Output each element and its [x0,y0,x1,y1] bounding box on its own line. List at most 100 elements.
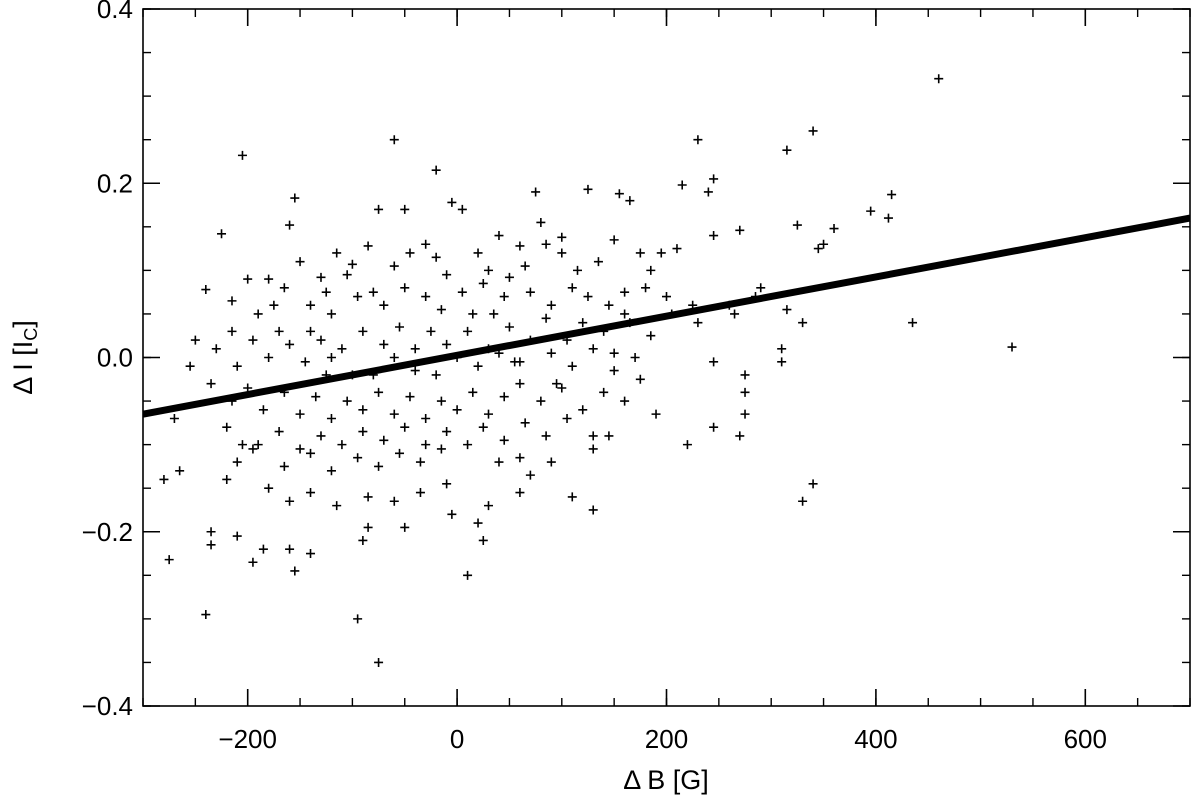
data-point [222,422,232,432]
data-point [211,344,221,354]
data-point [541,239,551,249]
data-point [415,488,425,498]
data-point [332,248,342,258]
data-point [442,427,452,437]
data-point [709,422,719,432]
data-point [374,204,384,214]
data-point [353,292,363,302]
data-point [374,657,384,667]
data-point [342,396,352,406]
data-point [389,409,399,419]
data-point [635,374,645,384]
data-point [222,474,232,484]
data-point [306,549,316,559]
data-point [777,357,787,367]
y-tick-label: 0.0 [97,343,133,373]
data-point [358,427,368,437]
data-point [201,285,211,295]
data-point [264,483,274,493]
data-point [546,457,556,467]
y-tick-label: −0.4 [82,691,133,721]
data-point [353,614,363,624]
data-point [499,435,509,445]
data-point [264,274,274,284]
data-point [400,204,410,214]
data-point [672,244,682,254]
data-point [515,379,525,389]
data-point [368,287,378,297]
x-tick-label: 0 [450,724,464,754]
data-point [175,466,185,476]
data-point [306,326,316,336]
data-point [525,470,535,480]
y-tick-label: 0.2 [97,168,133,198]
data-point [557,383,567,393]
data-point [232,531,242,541]
data-point [525,287,535,297]
data-point [604,431,614,441]
data-point [421,292,431,302]
data-point [484,409,494,419]
data-point [782,145,792,155]
data-point [709,174,719,184]
data-point [358,405,368,415]
data-point [285,220,295,230]
data-point [782,305,792,315]
data-point [484,265,494,275]
data-point [248,444,258,454]
data-point [316,431,326,441]
data-point [908,318,918,328]
data-point [389,135,399,145]
data-point [332,501,342,511]
data-point [829,224,839,234]
data-point [463,440,473,450]
data-point [588,505,598,515]
data-point [295,444,305,454]
y-axis-label: Δ I [IC] [8,320,41,395]
data-point [316,272,326,282]
data-point [599,387,609,397]
data-point [541,313,551,323]
data-point [206,379,216,389]
data-point [206,540,216,550]
data-point [798,496,808,506]
data-point [164,555,174,565]
data-point [620,309,630,319]
data-point [326,466,336,476]
data-point [709,231,719,241]
data-point [735,431,745,441]
data-point [410,366,420,376]
data-point [625,196,635,206]
data-point [306,448,316,458]
data-point [358,535,368,545]
data-point [379,435,389,445]
data-point [693,135,703,145]
data-point [400,283,410,293]
data-point [510,357,520,367]
data-point [468,387,478,397]
data-point [504,322,514,332]
data-point [436,305,446,315]
data-points [159,74,1017,667]
data-point [258,544,268,554]
data-point [735,225,745,235]
data-point [306,300,316,310]
data-point [499,292,509,302]
data-point [520,261,530,271]
trend-line [142,214,1191,418]
data-point [709,357,719,367]
data-point [395,322,405,332]
data-point [677,180,687,190]
data-point [578,318,588,328]
data-point [337,344,347,354]
data-point [740,370,750,380]
data-point [347,259,357,269]
data-point [504,272,514,282]
data-point [316,335,326,345]
data-point [400,422,410,432]
x-tick-label: −200 [218,724,277,754]
data-point [583,292,593,302]
data-point [630,353,640,362]
data-point [227,296,237,306]
